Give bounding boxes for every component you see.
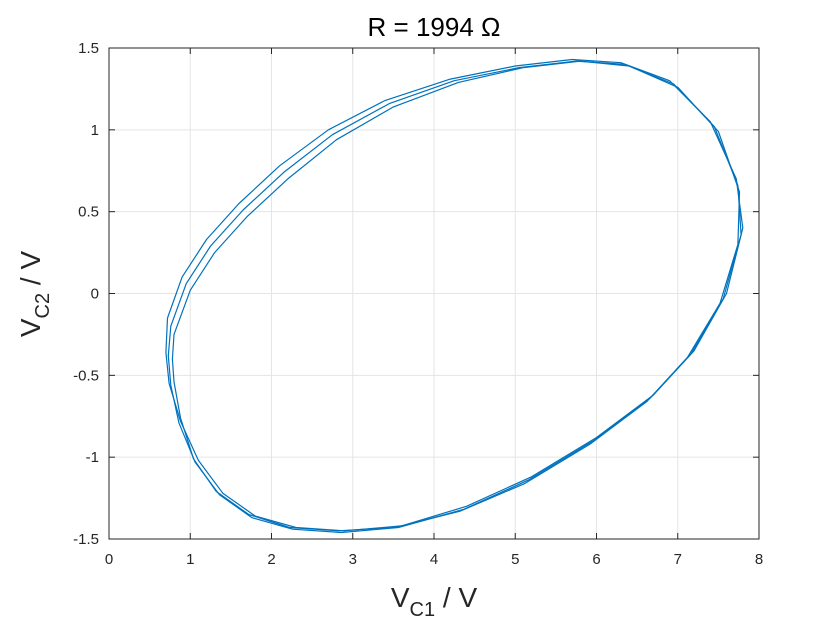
series-line <box>165 58 744 532</box>
y-tick-label: 0 <box>91 286 99 303</box>
x-axis-label-suffix: / V <box>435 582 477 613</box>
y-tick-labels: -1.5 -1 -0.5 0 0.5 1 1.5 <box>73 40 99 548</box>
x-tick-labels: 0 1 2 3 4 5 6 7 8 <box>105 551 763 568</box>
series-group <box>165 58 744 534</box>
y-tick-label: -0.5 <box>73 367 99 384</box>
y-axis-label-subscript: C2 <box>32 293 54 319</box>
x-axis-label-main: V <box>391 582 410 613</box>
ticks <box>108 47 760 540</box>
series-line <box>171 60 741 532</box>
y-axis-label: VC2 / V <box>15 251 54 338</box>
series-line <box>167 60 742 534</box>
y-axis-label-suffix: / V <box>15 251 46 293</box>
x-tick-label: 4 <box>430 551 438 568</box>
x-tick-label: 5 <box>511 551 519 568</box>
x-tick-label: 7 <box>674 551 682 568</box>
y-tick-label: 1 <box>91 122 99 139</box>
x-tick-label: 1 <box>186 551 194 568</box>
x-tick-label: 6 <box>592 551 600 568</box>
x-axis-label-subscript: C1 <box>410 599 436 621</box>
y-tick-label: -1.5 <box>73 531 99 548</box>
y-tick-label: 0.5 <box>78 204 99 221</box>
chart-title: R = 1994 Ω <box>368 12 501 42</box>
y-tick-label: -1 <box>86 449 99 466</box>
x-axis-label: VC1 / V <box>391 582 478 621</box>
x-tick-label: 2 <box>267 551 275 568</box>
x-tick-label: 8 <box>755 551 763 568</box>
x-tick-label: 0 <box>105 551 113 568</box>
y-axis-label-main: V <box>15 318 46 337</box>
x-tick-label: 3 <box>349 551 357 568</box>
y-tick-label: 1.5 <box>78 40 99 57</box>
